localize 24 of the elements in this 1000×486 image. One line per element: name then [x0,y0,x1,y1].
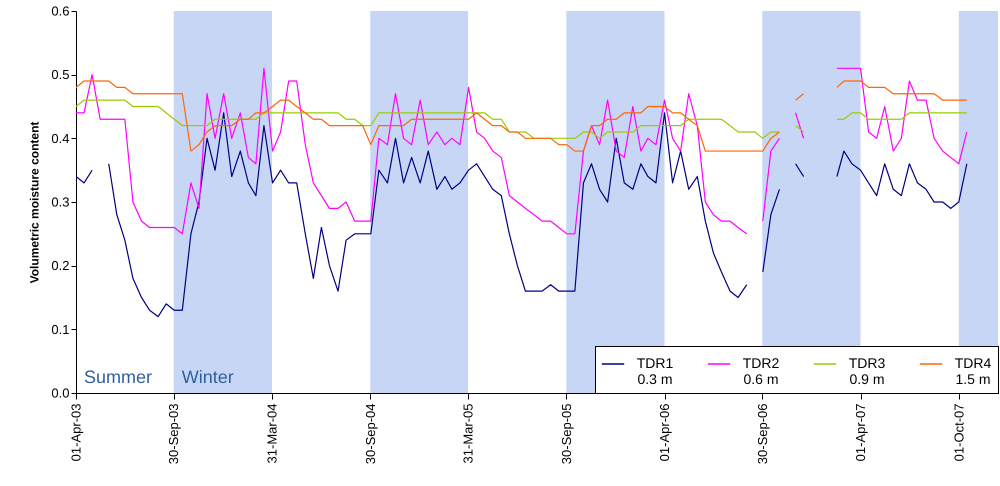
x-tick-label: 31-Mar-04 [264,404,280,464]
y-tick-label: 0.6 [51,4,70,18]
y-tick-label: 0.4 [51,130,70,146]
y-tick-label: 0.1 [51,322,70,337]
x-tick-label: 01-Apr-06 [657,404,672,462]
x-tick-label: 31-Mar-05 [460,404,476,464]
x-tick-label: 01-Apr-03 [68,404,84,462]
annotation: Summer [84,367,152,387]
y-tick-label: 0.0 [51,386,70,400]
y-tick-label: 0.2 [51,258,70,274]
x-tick-label: 30-Sep-06 [754,404,770,464]
x-tick-label: 01-Apr-07 [853,404,868,462]
legend-label: TDR1 0.3 m [636,355,674,387]
y-axis-title: Volumetric moisture content [27,122,42,284]
y-tick-label: 0.3 [51,194,70,210]
x-tick-label: 30-Sep-05 [558,404,574,464]
legend-label: TDR4 1.5 m [954,355,992,387]
x-tick-label: 30-Sep-03 [166,404,182,464]
legend-label: TDR3 0.9 m [848,355,886,387]
legend-label: TDR2 0.6 m [742,355,780,387]
x-tick-label: 30-Sep-04 [362,404,378,464]
y-tick-label: 0.5 [51,67,70,82]
x-tick-label: 01-Oct-07 [951,404,966,462]
annotation: Winter [182,367,234,387]
